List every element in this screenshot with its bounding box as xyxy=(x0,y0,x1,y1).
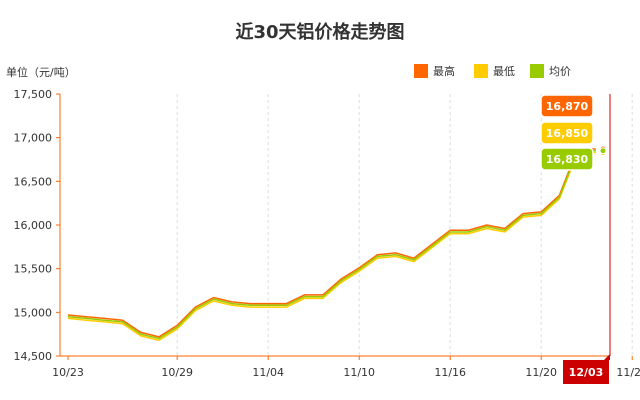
end-point-marker xyxy=(599,147,607,155)
x-tick-label: 11/04 xyxy=(252,366,284,379)
x-tick-label-highlight: 12/03 xyxy=(569,366,604,379)
value-bubble xyxy=(540,94,594,118)
value-bubble xyxy=(540,147,594,171)
legend-item-high[interactable]: 最高 xyxy=(414,63,455,79)
legend-swatch-low xyxy=(474,64,488,78)
y-tick-label: 14,500 xyxy=(14,350,53,363)
x-tick-label: 11/26 xyxy=(616,366,640,379)
value-bubble-label: 16,870 xyxy=(546,100,589,113)
x-highlight-box xyxy=(563,360,609,384)
y-tick-label: 16,500 xyxy=(14,175,53,188)
legend-label-high: 最高 xyxy=(433,65,455,78)
legend-swatch-avg xyxy=(530,64,544,78)
legend-label-low: 最低 xyxy=(493,65,515,78)
y-tick-label: 17,500 xyxy=(14,88,53,101)
series-line-high xyxy=(67,148,596,338)
series-line-avg xyxy=(67,150,596,340)
value-bubble-label: 16,830 xyxy=(546,153,589,166)
legend-item-avg[interactable]: 均价 xyxy=(530,63,571,79)
chart-title: 近30天铝价格走势图 xyxy=(235,22,405,43)
x-tick-label: 10/29 xyxy=(161,366,193,379)
y-axis-unit-label: 单位（元/吨） xyxy=(6,66,76,79)
x-highlight-pointer xyxy=(604,354,610,360)
series-line-low xyxy=(67,151,596,342)
value-bubble-label: 16,850 xyxy=(546,127,589,140)
y-tick-label: 15,500 xyxy=(14,263,53,276)
x-tick-label: 11/16 xyxy=(434,366,466,379)
x-tick-label: 11/20 xyxy=(525,366,557,379)
x-tick-label: 11/10 xyxy=(343,366,375,379)
y-tick-label: 16,000 xyxy=(14,219,53,232)
y-tick-label: 17,000 xyxy=(14,132,53,145)
legend-label-avg: 均价 xyxy=(549,65,571,78)
value-bubble xyxy=(540,121,594,145)
legend-item-low[interactable]: 最低 xyxy=(474,63,515,79)
y-tick-label: 15,000 xyxy=(14,306,53,319)
x-tick-label: 10/23 xyxy=(52,366,84,379)
legend-swatch-high xyxy=(414,64,428,78)
